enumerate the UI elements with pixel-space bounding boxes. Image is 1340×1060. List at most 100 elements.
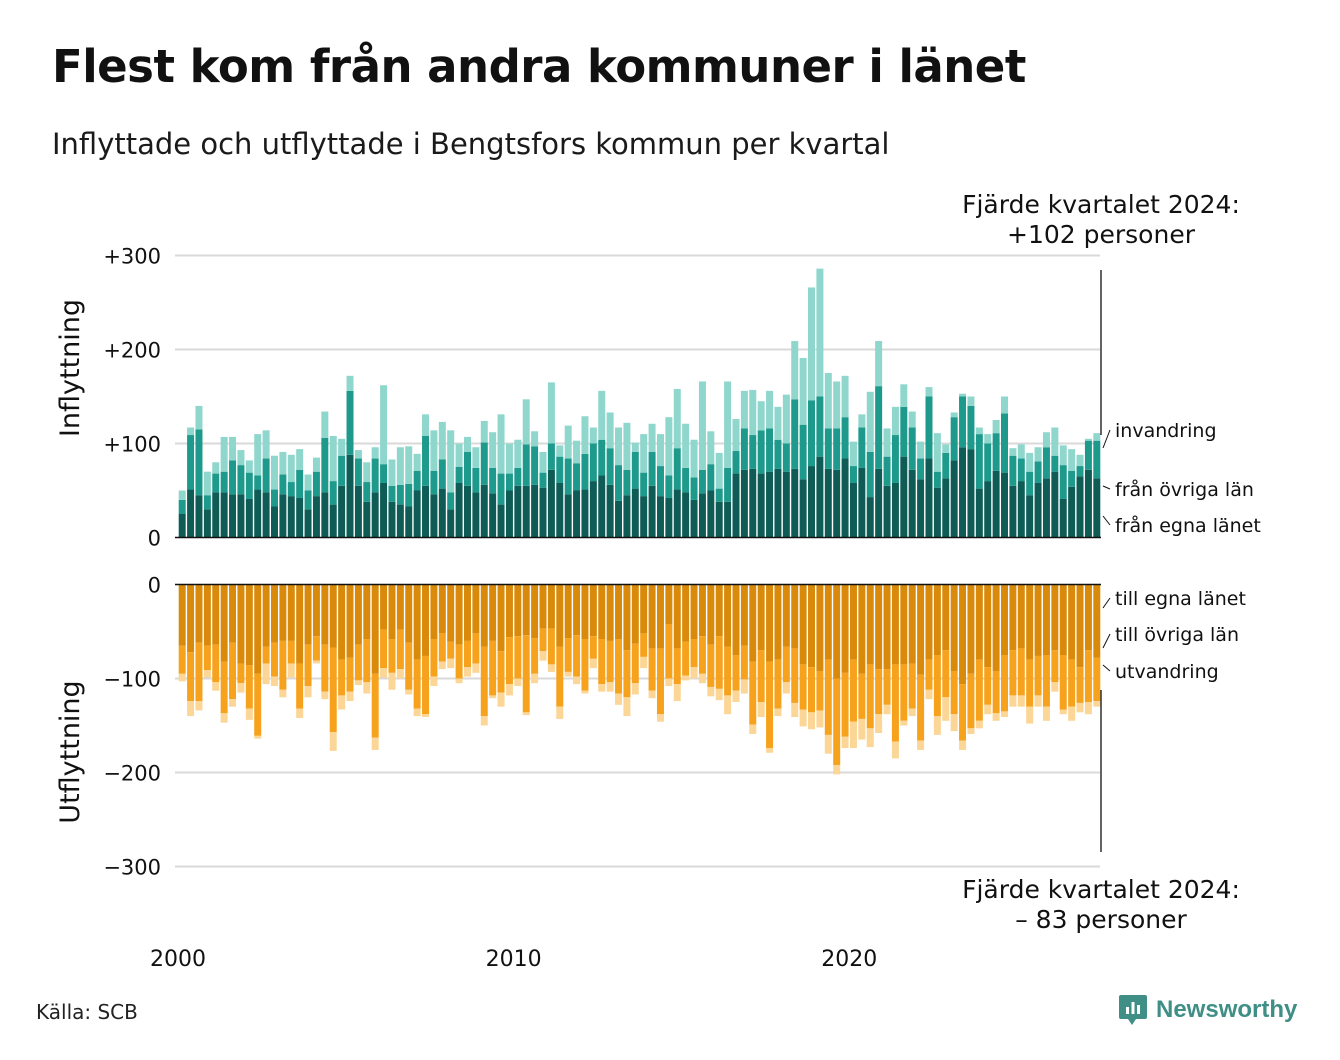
bar (967, 449, 975, 538)
bar (447, 584, 455, 642)
bar (1059, 465, 1067, 499)
bar (564, 638, 572, 672)
bar (438, 488, 446, 538)
bar (883, 428, 891, 457)
bar (950, 412, 958, 418)
bar (673, 489, 681, 538)
bar (480, 442, 488, 485)
bar (556, 584, 564, 647)
bar (749, 661, 757, 725)
chart-area: +300 +200 +100 0 Inflyttning Fjärde kvartalet… (55, 190, 1261, 972)
bar (229, 494, 237, 538)
bar (665, 417, 673, 476)
bar (430, 430, 438, 471)
bar (824, 373, 832, 429)
bars-layer (178, 268, 1101, 775)
bar (430, 584, 438, 640)
bar (1001, 413, 1008, 473)
bar (271, 455, 278, 490)
bar (388, 459, 396, 486)
brand-logo[interactable]: Newsworthy (1118, 993, 1297, 1027)
bar (564, 458, 572, 495)
bar (187, 489, 195, 538)
bar (623, 422, 631, 470)
bar (581, 416, 589, 454)
bar (505, 490, 513, 538)
bar (724, 467, 732, 502)
bar (438, 459, 446, 489)
bar (1009, 650, 1017, 696)
bar (883, 584, 891, 670)
bar (237, 584, 245, 664)
bar (203, 645, 211, 671)
bar (220, 436, 228, 472)
y-tick-label: 0 (148, 574, 161, 598)
bar (975, 434, 983, 489)
bar (1076, 476, 1084, 538)
bar (740, 645, 748, 680)
bar (245, 708, 253, 720)
bar (413, 470, 421, 491)
bar (505, 584, 513, 638)
bar (682, 492, 690, 538)
bar (673, 388, 681, 449)
bar (245, 472, 253, 499)
bar (354, 584, 362, 645)
bar (799, 664, 807, 710)
bar (271, 489, 278, 507)
bar (447, 658, 455, 669)
bar (1009, 584, 1017, 651)
bar (808, 287, 816, 401)
bar (975, 659, 983, 721)
bar (346, 390, 354, 455)
bar (564, 425, 572, 459)
bar (631, 488, 639, 538)
bar (782, 646, 790, 683)
bar (463, 640, 471, 668)
bar (615, 584, 623, 640)
bar (455, 584, 463, 645)
bar (690, 439, 698, 478)
bar (531, 431, 539, 447)
bar (220, 584, 228, 662)
bar (354, 485, 362, 538)
bar (195, 405, 203, 430)
bar (354, 458, 362, 486)
bar (430, 494, 438, 538)
bar (707, 584, 715, 645)
bar (497, 414, 505, 474)
bar (346, 375, 354, 391)
bar (480, 484, 488, 538)
bar (1059, 498, 1067, 538)
bar (866, 664, 874, 729)
bar (212, 473, 220, 493)
bar (640, 434, 648, 473)
bar (329, 584, 337, 648)
bar (422, 485, 430, 538)
bar (564, 494, 572, 538)
bar (615, 693, 623, 705)
bar (1042, 655, 1050, 707)
bar (808, 400, 816, 467)
bar (673, 648, 681, 685)
bar (338, 485, 346, 538)
bar (833, 764, 841, 775)
bar (992, 584, 1000, 671)
bar (455, 467, 463, 483)
bar (673, 684, 681, 702)
bar (824, 734, 832, 754)
bar (405, 642, 413, 690)
bar (766, 748, 774, 753)
bar (489, 467, 497, 494)
bar (732, 584, 740, 655)
bar (1001, 655, 1008, 712)
bar (858, 427, 866, 468)
bar (514, 678, 522, 687)
bar (749, 435, 757, 469)
bar (833, 381, 841, 429)
bar (480, 646, 488, 717)
bar (212, 462, 220, 474)
bar (816, 584, 824, 671)
bar (489, 432, 497, 468)
bar (1017, 481, 1025, 538)
